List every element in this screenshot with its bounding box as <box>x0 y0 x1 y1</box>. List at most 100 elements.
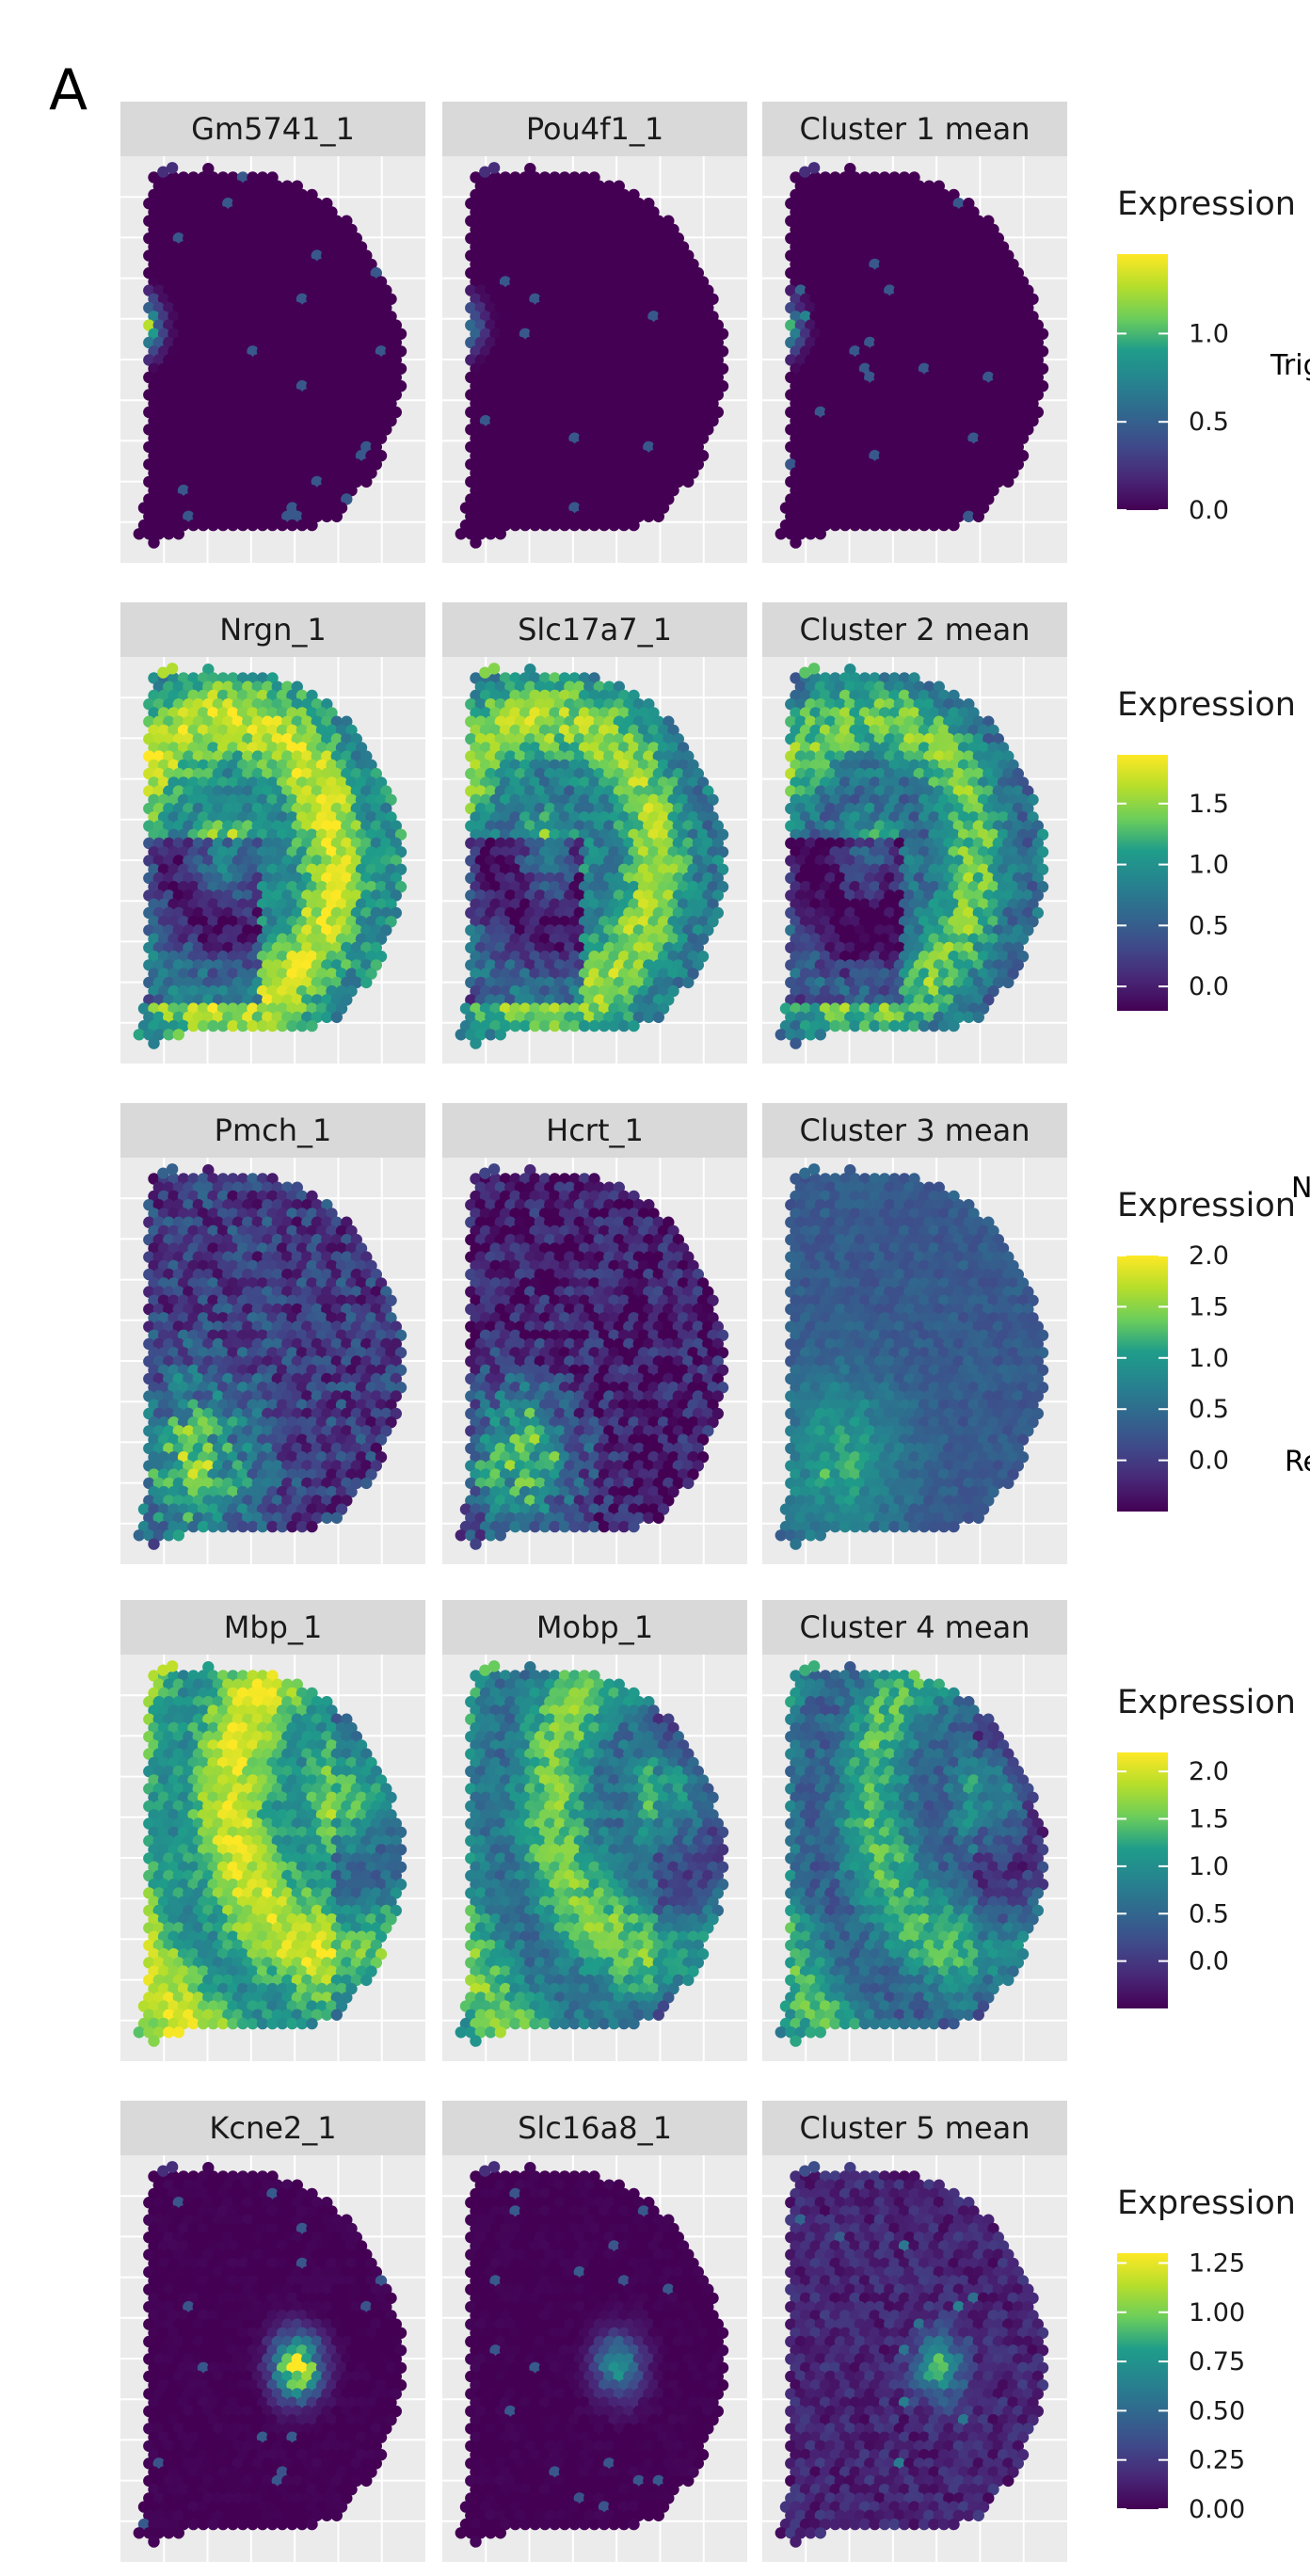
expression-spot <box>296 293 309 305</box>
expression-spot <box>143 284 155 296</box>
expression-spot <box>251 354 264 366</box>
expression-spot <box>163 198 175 210</box>
expression-spot <box>168 345 180 358</box>
expression-spot <box>262 284 274 296</box>
expression-spot <box>360 475 373 488</box>
expression-spot <box>972 510 985 522</box>
expression-spot <box>326 276 338 288</box>
expression-spot <box>172 301 184 314</box>
expression-spot <box>163 336 175 349</box>
expression-spot <box>266 293 279 305</box>
expression-spot <box>247 362 259 375</box>
expression-spot <box>306 223 318 236</box>
expression-spot <box>355 276 368 288</box>
expression-spot <box>251 336 264 349</box>
expression-spot <box>247 276 259 288</box>
expression-spot <box>152 319 165 331</box>
expression-spot <box>350 266 362 280</box>
expression-spot <box>360 284 373 296</box>
expression-spot <box>370 284 382 296</box>
expression-spot <box>306 519 318 532</box>
expression-spot <box>166 162 179 174</box>
expression-spot <box>281 266 294 280</box>
expression-spot <box>202 371 215 384</box>
expression-spot <box>148 1037 160 1049</box>
expression-spot <box>227 223 239 236</box>
expression-spot <box>242 336 254 349</box>
expression-spot <box>326 206 338 218</box>
expression-spot <box>375 311 388 323</box>
expression-spot <box>192 249 204 262</box>
expression-spot <box>355 241 368 253</box>
expression-spot <box>232 319 244 331</box>
expression-spot <box>212 354 224 366</box>
expression-spot <box>380 301 392 314</box>
expression-spot <box>148 258 160 271</box>
expression-spot <box>212 198 224 210</box>
expression-spot <box>242 284 254 296</box>
expression-spot <box>286 258 298 271</box>
expression-spot <box>256 380 269 392</box>
expression-spot <box>232 232 244 245</box>
expression-spot <box>177 345 190 358</box>
expression-spot <box>172 249 184 262</box>
expression-spot <box>216 188 230 201</box>
expression-spot <box>271 266 283 280</box>
expression-spot <box>330 301 343 314</box>
expression-spot <box>148 206 160 218</box>
expression-spot <box>212 232 224 245</box>
expression-spot <box>315 311 328 323</box>
expression-spot <box>296 258 309 271</box>
expression-spot <box>247 223 259 236</box>
expression-spot <box>296 380 309 392</box>
expression-spot <box>271 301 283 314</box>
expression-spot <box>286 345 298 358</box>
expression-spot <box>296 345 309 358</box>
expression-spot <box>236 328 249 340</box>
expression-spot <box>291 198 303 210</box>
expression-spot <box>187 258 200 271</box>
expression-spot <box>345 362 358 375</box>
expression-spot <box>163 266 175 280</box>
expression-spot <box>315 328 328 340</box>
expression-spot <box>326 223 338 236</box>
expression-spot <box>262 232 274 245</box>
expression-spot <box>143 232 155 245</box>
expression-spot <box>306 258 318 271</box>
expression-spot <box>152 336 165 349</box>
expression-spot <box>222 249 234 262</box>
expression-spot <box>335 258 348 271</box>
expression-spot <box>157 258 170 271</box>
expression-spot <box>262 336 274 349</box>
expression-spot <box>202 198 215 210</box>
expression-spot <box>360 371 373 384</box>
expression-spot <box>311 319 323 331</box>
expression-spot <box>296 328 309 340</box>
expression-spot <box>177 328 190 340</box>
expression-spot <box>394 328 407 340</box>
expression-spot <box>207 380 219 392</box>
expression-spot <box>281 354 294 366</box>
expression-spot <box>168 362 180 375</box>
expression-spot <box>232 266 244 280</box>
expression-spot <box>286 188 298 201</box>
expression-spot <box>266 311 279 323</box>
expression-spot <box>143 301 155 314</box>
facet-panel: Slc17a7_1 <box>442 602 747 1064</box>
expression-spot <box>321 336 333 349</box>
expression-spot <box>370 371 382 384</box>
expression-spot <box>271 319 283 331</box>
expression-spot <box>301 319 313 331</box>
expression-spot <box>157 328 170 340</box>
expression-spot <box>183 319 195 331</box>
expression-spot <box>330 232 343 245</box>
facet-strip <box>120 102 425 156</box>
expression-spot <box>306 188 318 201</box>
expression-spot <box>207 188 219 201</box>
expression-spot <box>281 301 294 314</box>
expression-spot <box>365 276 377 288</box>
expression-spot <box>281 232 294 245</box>
expression-spot <box>256 345 269 358</box>
expression-spot <box>321 319 333 331</box>
